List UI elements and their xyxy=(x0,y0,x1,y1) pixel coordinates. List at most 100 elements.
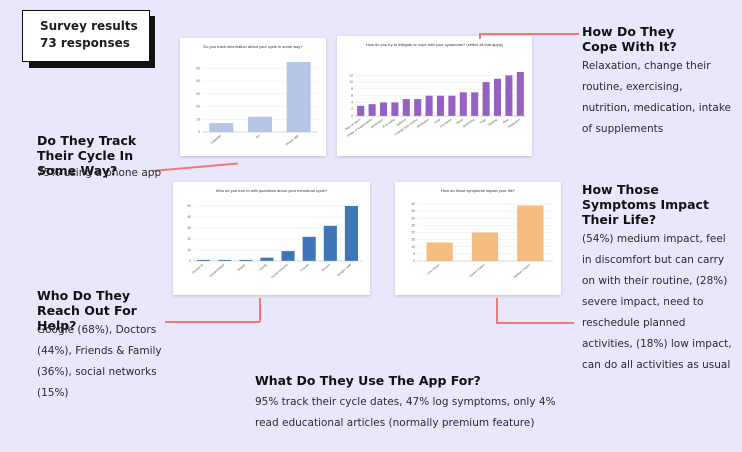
bar xyxy=(239,259,253,261)
bar xyxy=(323,225,337,261)
bar xyxy=(286,62,311,132)
cope-title: How Do They Cope With It? xyxy=(582,24,677,54)
x-tick-label: Phone app xyxy=(285,134,300,147)
bar xyxy=(402,99,410,116)
y-tick-label: 4 xyxy=(351,100,353,104)
chart-card-track: Do you track information about your cycl… xyxy=(180,38,326,156)
x-tick-label: No xyxy=(255,134,261,140)
y-tick-label: 6 xyxy=(351,94,353,98)
x-tick-label: Social networks xyxy=(270,262,289,279)
y-tick-label: 30 xyxy=(196,92,200,96)
y-tick-label: 50 xyxy=(187,204,191,208)
chart-title: How do those symptoms impact your life? xyxy=(441,188,516,193)
bar xyxy=(426,242,453,261)
connector-line-cope xyxy=(479,33,579,35)
x-tick-label: Gynaecologist xyxy=(208,263,225,278)
chart-cope-symptoms: How do you try to mitigate or cope with … xyxy=(344,42,526,138)
connector-tick-reach xyxy=(259,298,261,322)
bar xyxy=(209,123,234,132)
chart-card-cope: How do you try to mitigate or cope with … xyxy=(337,36,532,156)
x-tick-label: Hot drinks xyxy=(439,117,453,128)
y-tick-label: 12 xyxy=(349,73,353,77)
bar xyxy=(248,116,272,132)
chart-title: Do you track information about your cycl… xyxy=(203,44,303,49)
y-tick-label: 5 xyxy=(413,252,415,256)
x-tick-label: Low impact xyxy=(426,263,440,276)
bar xyxy=(197,259,211,261)
track-title: Do They Track Their Cycle In Some Way? xyxy=(37,133,137,178)
y-tick-label: 0 xyxy=(413,259,415,263)
y-tick-label: 0 xyxy=(198,130,200,134)
y-tick-label: 35 xyxy=(411,209,415,213)
chart-reach-out: Who do you turn to with questions about … xyxy=(187,188,362,279)
chart-card-impact: How do those symptoms impact your life? 0… xyxy=(395,182,561,295)
bar xyxy=(505,75,513,116)
x-tick-label: Calendar xyxy=(209,133,222,145)
bar xyxy=(471,92,479,116)
x-tick-label: Exercising xyxy=(382,117,396,128)
impact-text: (54%) medium impact, feel in discomfort … xyxy=(582,233,732,371)
bar xyxy=(391,102,399,116)
connector-tick-cope xyxy=(479,33,481,39)
y-tick-label: 50 xyxy=(196,66,200,70)
chart-card-reach: Who do you turn to with questions about … xyxy=(173,182,370,295)
y-tick-label: 20 xyxy=(196,105,200,109)
x-tick-label: Heat xyxy=(434,117,442,124)
y-tick-label: 15 xyxy=(411,238,415,242)
y-tick-label: 8 xyxy=(351,87,353,91)
x-tick-label: Nutrition xyxy=(395,117,407,127)
y-tick-label: 30 xyxy=(187,226,191,230)
connector-line-reach xyxy=(165,321,260,323)
y-tick-label: 0 xyxy=(189,259,191,263)
bar xyxy=(517,205,544,261)
y-tick-label: 2 xyxy=(351,107,353,111)
x-tick-label: Rest xyxy=(502,117,509,124)
y-tick-label: 40 xyxy=(196,79,200,83)
y-tick-label: 25 xyxy=(411,223,415,227)
bar xyxy=(414,99,422,116)
x-tick-label: Family xyxy=(258,262,268,271)
x-tick-label: Relaxation xyxy=(507,117,521,129)
bar xyxy=(218,259,232,261)
bar xyxy=(516,72,524,116)
x-tick-label: Meditation xyxy=(416,117,430,128)
y-tick-label: 10 xyxy=(349,80,353,84)
cope-text: Relaxation, change their routine, exerci… xyxy=(582,60,732,135)
x-tick-label: Severe impact xyxy=(468,263,485,278)
app-title: What Do They Use The App For? xyxy=(255,373,481,388)
bar xyxy=(260,257,274,261)
x-tick-label: Friends xyxy=(300,262,311,272)
y-tick-label: 0 xyxy=(351,114,353,118)
x-tick-label: Walking xyxy=(487,117,498,127)
bar xyxy=(302,236,316,261)
survey-results-badge: Survey results 73 responses xyxy=(22,10,150,62)
x-tick-label: Medium impact xyxy=(513,263,531,279)
bar xyxy=(357,105,365,116)
y-tick-label: 20 xyxy=(411,231,415,235)
connector-tick-impact xyxy=(496,298,498,323)
y-tick-label: 40 xyxy=(187,215,191,219)
x-tick-label: Yoga xyxy=(479,117,487,124)
badge-title: Survey results xyxy=(40,19,138,33)
badge-responses: 73 responses xyxy=(40,36,130,50)
x-tick-label: Doctors xyxy=(320,262,331,272)
bar xyxy=(448,95,456,116)
bar xyxy=(471,232,499,261)
x-tick-label: Mother xyxy=(237,263,247,272)
x-tick-label: Sleep xyxy=(455,117,464,125)
bar xyxy=(459,92,467,116)
bar xyxy=(493,78,502,116)
y-tick-label: 40 xyxy=(411,202,415,206)
bar xyxy=(436,95,445,116)
bar xyxy=(344,206,358,261)
y-tick-label: 10 xyxy=(187,248,191,252)
x-tick-label: Google / web xyxy=(336,262,352,277)
bar xyxy=(368,104,376,116)
chart-title: Who do you turn to with questions about … xyxy=(216,188,328,193)
reach-title: Who Do They Reach Out For Help? xyxy=(37,288,137,333)
bar xyxy=(425,95,433,116)
y-tick-label: 10 xyxy=(196,117,200,121)
reach-text: Google (68%), Doctors (44%), Friends & F… xyxy=(37,324,162,399)
x-tick-label: Medication xyxy=(370,117,384,129)
chart-symptom-impact: How do those symptoms impact your life? 0… xyxy=(411,188,553,279)
